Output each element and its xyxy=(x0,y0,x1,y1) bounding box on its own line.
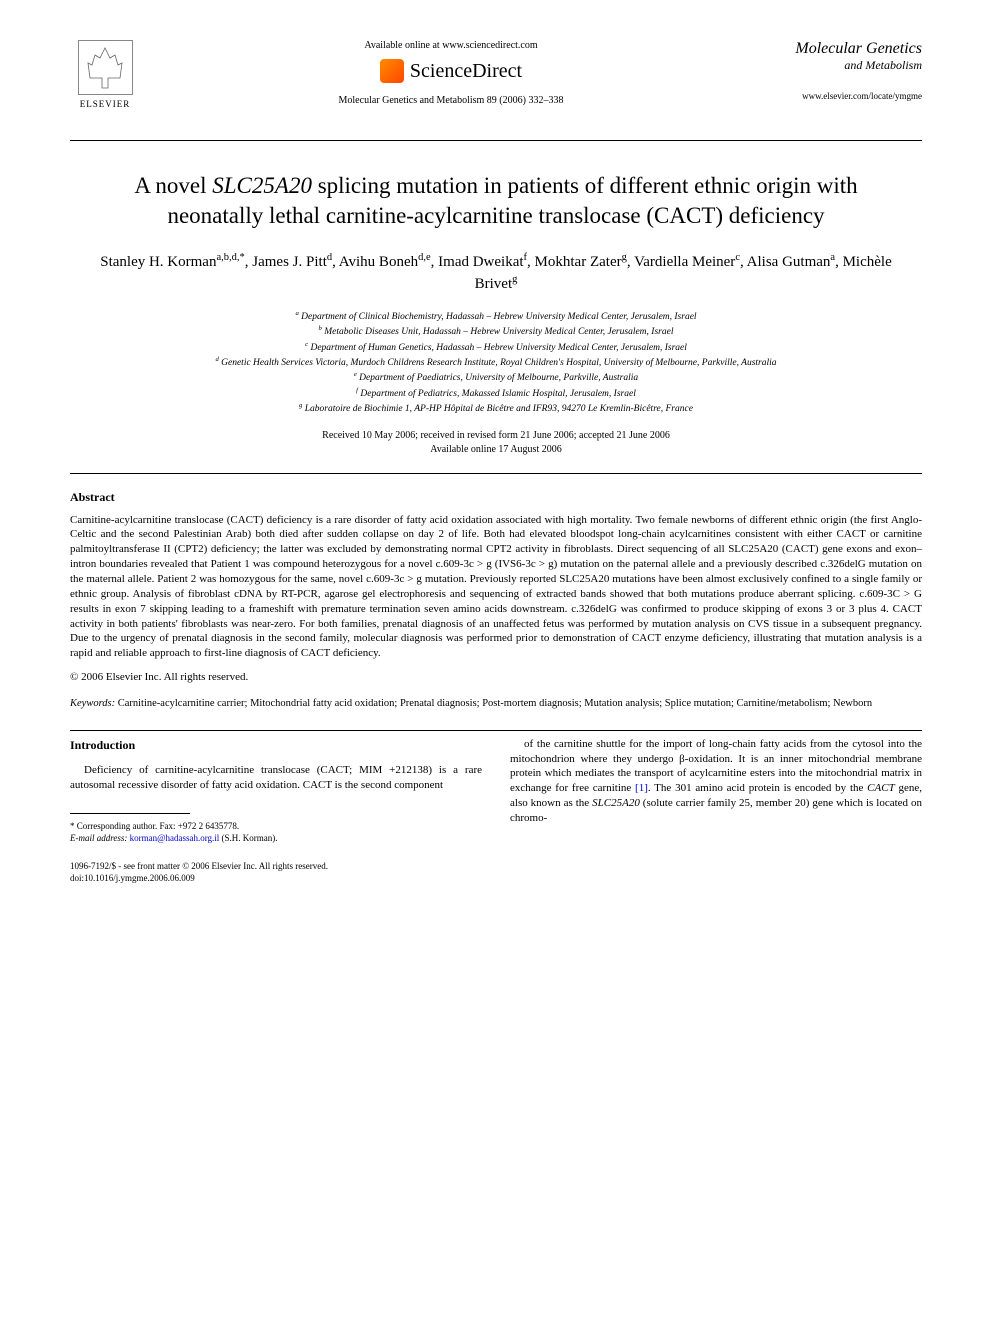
page-footer: 1096-7192/$ - see front matter © 2006 El… xyxy=(70,861,922,884)
page-header: ELSEVIER Available online at www.science… xyxy=(70,40,922,120)
affiliation-e: e Department of Paediatrics, University … xyxy=(70,370,922,385)
article-title: A novel SLC25A20 splicing mutation in pa… xyxy=(110,171,882,231)
dates-line1: Received 10 May 2006; received in revise… xyxy=(70,429,922,443)
author-2: James J. Pittd xyxy=(252,254,332,270)
footnote-rule xyxy=(70,813,190,814)
affiliation-d: d Genetic Health Services Victoria, Murd… xyxy=(70,355,922,370)
corresponding-author: * Corresponding author. Fax: +972 2 6435… xyxy=(70,820,482,833)
author-5: Mokhtar Zaterg xyxy=(535,254,627,270)
keywords-label: Keywords: xyxy=(70,698,115,709)
title-gene: SLC25A20 xyxy=(212,173,312,198)
header-rule xyxy=(70,140,922,141)
journal-logo: Molecular Genetics and Metabolism www.el… xyxy=(762,40,922,101)
affiliation-f: f Department of Pediatrics, Makassed Isl… xyxy=(70,386,922,401)
affiliation-c: c Department of Human Genetics, Hadassah… xyxy=(70,340,922,355)
author-7: Alisa Gutmana xyxy=(747,254,835,270)
affiliation-a: a Department of Clinical Biochemistry, H… xyxy=(70,309,922,324)
title-pre: A novel xyxy=(134,173,212,198)
column-right: of the carnitine shuttle for the import … xyxy=(510,737,922,845)
doi-line: doi:10.1016/j.ymgme.2006.06.009 xyxy=(70,873,922,885)
journal-url: www.elsevier.com/locate/ymgme xyxy=(762,91,922,101)
journal-logo-line2: and Metabolism xyxy=(762,58,922,73)
ref-1-link[interactable]: [1] xyxy=(635,782,648,794)
available-online-text: Available online at www.sciencedirect.co… xyxy=(160,40,742,51)
footnotes: * Corresponding author. Fax: +972 2 6435… xyxy=(70,820,482,845)
column-left: Introduction Deficiency of carnitine-acy… xyxy=(70,737,482,845)
author-4: Imad Dweikatf xyxy=(438,254,527,270)
affiliation-b: b Metabolic Diseases Unit, Hadassah – He… xyxy=(70,324,922,339)
body-columns: Introduction Deficiency of carnitine-acy… xyxy=(70,737,922,845)
authors-list: Stanley H. Kormana,b,d,*, James J. Pittd… xyxy=(100,251,892,295)
issn-line: 1096-7192/$ - see front matter © 2006 El… xyxy=(70,861,922,873)
intro-para-right: of the carnitine shuttle for the import … xyxy=(510,737,922,826)
abstract-heading: Abstract xyxy=(70,490,922,505)
author-3: Avihu Bonehd,e xyxy=(339,254,431,270)
abstract-copyright: © 2006 Elsevier Inc. All rights reserved… xyxy=(70,671,922,683)
journal-logo-line1: Molecular Genetics xyxy=(762,40,922,58)
affiliation-g: g Laboratoire de Biochimie 1, AP-HP Hôpi… xyxy=(70,401,922,416)
abstract-rule-top xyxy=(70,473,922,474)
sciencedirect-brand: ScienceDirect xyxy=(160,59,742,83)
abstract-text: Carnitine-acylcarnitine translocase (CAC… xyxy=(70,513,922,661)
sciencedirect-icon xyxy=(380,59,404,83)
abstract-rule-bottom xyxy=(70,730,922,731)
intro-para-left: Deficiency of carnitine-acylcarnitine tr… xyxy=(70,763,482,793)
introduction-heading: Introduction xyxy=(70,737,482,753)
journal-reference: Molecular Genetics and Metabolism 89 (20… xyxy=(160,95,742,106)
keywords-text: Carnitine-acylcarnitine carrier; Mitocho… xyxy=(115,698,872,709)
email-line: E-mail address: korman@hadassah.org.il (… xyxy=(70,832,482,845)
author-6: Vardiella Meinerc xyxy=(634,254,740,270)
author-1: Stanley H. Kormana,b,d,* xyxy=(100,254,245,270)
email-link[interactable]: korman@hadassah.org.il xyxy=(130,833,220,843)
elsevier-logo: ELSEVIER xyxy=(70,40,140,120)
dates-line2: Available online 17 August 2006 xyxy=(70,443,922,457)
elsevier-label: ELSEVIER xyxy=(80,99,131,109)
affiliations: a Department of Clinical Biochemistry, H… xyxy=(70,309,922,417)
sciencedirect-label: ScienceDirect xyxy=(410,60,522,83)
keywords: Keywords: Carnitine-acylcarnitine carrie… xyxy=(70,697,922,712)
article-dates: Received 10 May 2006; received in revise… xyxy=(70,429,922,457)
center-header: Available online at www.sciencedirect.co… xyxy=(140,40,762,106)
elsevier-tree-icon xyxy=(78,40,133,95)
